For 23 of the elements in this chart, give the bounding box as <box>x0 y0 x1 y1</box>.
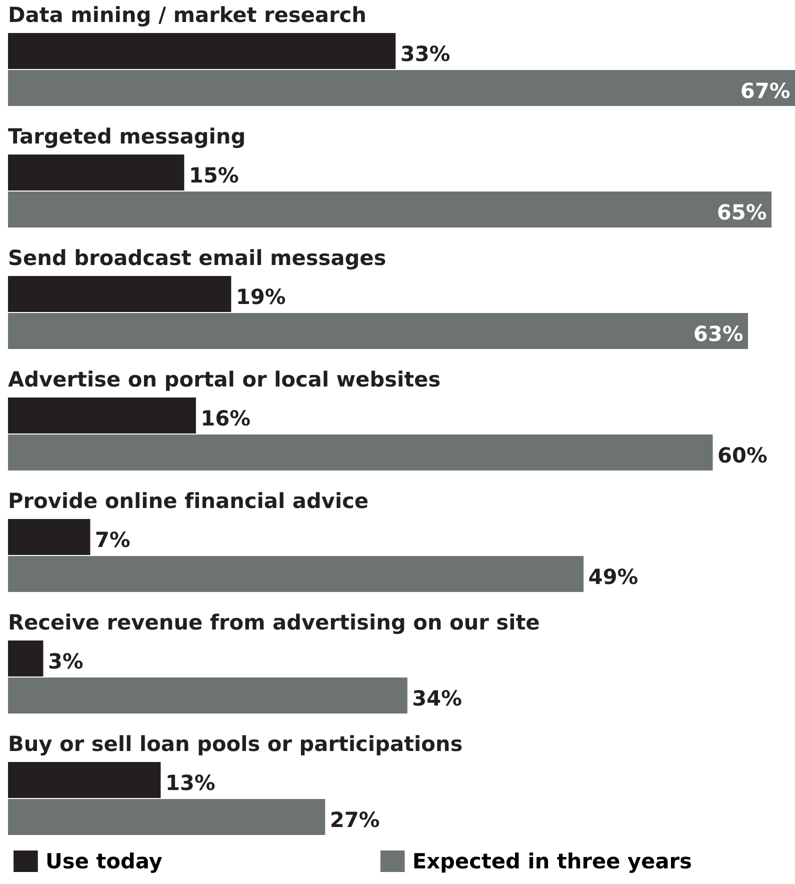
legend-label: Use today <box>47 852 162 873</box>
data-label: 15% <box>191 167 238 183</box>
data-label: 7% <box>96 532 130 548</box>
data-label: 33% <box>402 46 450 62</box>
data-label: 13% <box>168 774 215 790</box>
legend-label: Expected in three years <box>414 852 691 873</box>
y-tick-label: Advertise on portal or local websites <box>8 370 440 391</box>
data-label: 67% <box>742 82 790 98</box>
data-label: 65% <box>718 204 766 220</box>
data-label: 63% <box>694 326 743 342</box>
y-tick-label: Data mining / market research <box>10 6 365 26</box>
data-label: 60% <box>718 447 767 463</box>
data-label: 34% <box>413 690 462 706</box>
y-tick-label: Receive revenue from advertising on our site <box>10 614 539 634</box>
data-label: 27% <box>332 812 380 828</box>
y-tick-label: Buy or sell loan pools or participations <box>10 735 462 756</box>
y-tick-label: Targeted messaging <box>8 128 244 148</box>
data-label: 16% <box>203 410 250 426</box>
y-tick-label: Provide online financial advice <box>10 492 368 508</box>
data-label: 3% <box>49 653 83 669</box>
y-tick-label: Send broadcast email messages <box>9 249 386 270</box>
data-label: 19% <box>238 288 286 304</box>
data-label: 49% <box>589 568 638 584</box>
